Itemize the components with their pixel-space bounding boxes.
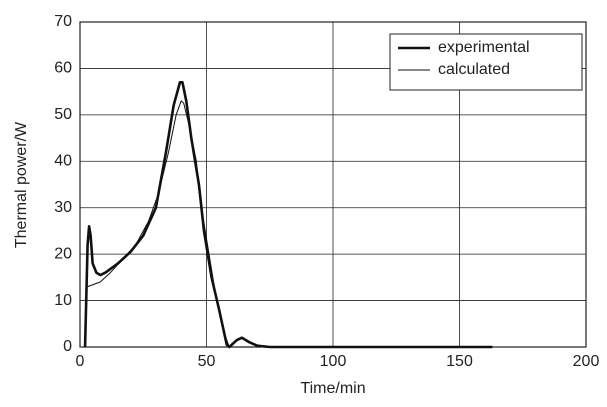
x-tick-label: 0	[76, 353, 85, 370]
x-tick-label: 50	[198, 353, 216, 370]
legend-label: calculated	[438, 61, 510, 78]
y-axis-label: Thermal power/W	[13, 121, 30, 248]
y-tick-label: 20	[54, 245, 72, 262]
y-tick-label: 50	[54, 106, 72, 123]
data-line	[83, 81, 493, 349]
x-axis-label: Time/min	[300, 380, 365, 397]
y-tick-label: 10	[54, 292, 72, 309]
data-line	[87, 100, 493, 348]
y-tick-label: 0	[63, 338, 72, 355]
x-tick-label: 200	[573, 353, 600, 370]
legend-label: experimental	[438, 39, 530, 56]
y-tick-label: 30	[54, 199, 72, 216]
x-tick-label: 100	[320, 353, 347, 370]
x-tick-label: 150	[446, 353, 473, 370]
y-tick-label: 40	[54, 153, 72, 170]
y-tick-label: 70	[54, 13, 72, 30]
legend-box	[389, 33, 583, 91]
y-tick-label: 60	[54, 60, 72, 77]
